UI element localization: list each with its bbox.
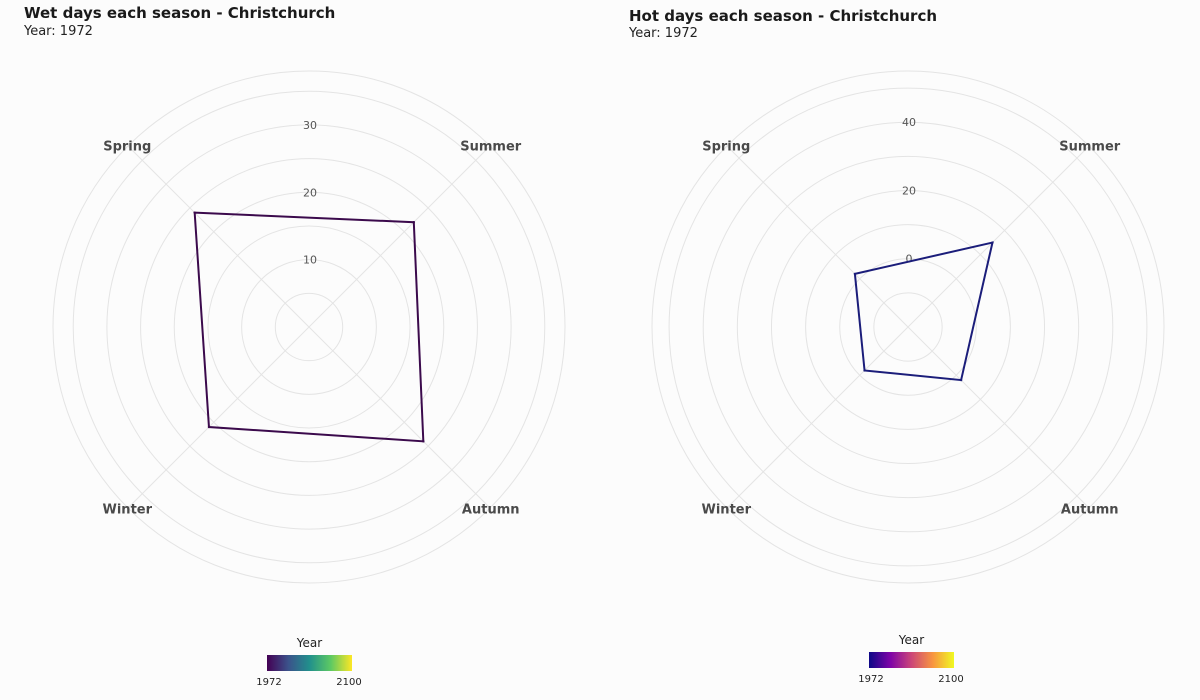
wet-spoke-autumn bbox=[308, 326, 491, 509]
wet-point-winter bbox=[207, 425, 211, 429]
hot-grid-outer-ring bbox=[651, 70, 1165, 584]
hot-category-label-winter: Winter bbox=[702, 503, 752, 518]
hot-spoke-winter bbox=[726, 326, 909, 509]
wet-grid-ring-6 bbox=[106, 124, 512, 530]
hot-grid-ring-7 bbox=[668, 87, 1148, 567]
hot-spoke-spring bbox=[726, 145, 909, 328]
wet-tick-label-2: 30 bbox=[303, 119, 317, 132]
hot-point-winter bbox=[863, 369, 866, 372]
wet-category-label-summer: Summer bbox=[460, 139, 522, 154]
wet-category-label-autumn: Autumn bbox=[462, 503, 520, 518]
hot-legend-max-label: 2100 bbox=[938, 674, 963, 685]
wet-spoke-spring bbox=[127, 145, 310, 328]
wet-grid-ring-3 bbox=[207, 225, 411, 429]
wet-point-summer bbox=[412, 220, 416, 224]
hot-grid-ring-4 bbox=[770, 189, 1046, 465]
wet-point-spring bbox=[193, 211, 196, 214]
hot-spoke-summer bbox=[907, 145, 1090, 328]
hot-point-autumn bbox=[959, 378, 963, 382]
wet-chart-subtitle: Year: 1972 bbox=[24, 24, 93, 39]
hot-tick-label-0: 0 bbox=[906, 253, 913, 266]
hot-grid-ring-1 bbox=[873, 292, 943, 362]
wet-category-label-winter: Winter bbox=[103, 503, 153, 518]
wet-legend-min-label: 1972 bbox=[256, 677, 281, 688]
wet-point-autumn bbox=[422, 440, 425, 443]
hot-spoke-autumn bbox=[907, 326, 1090, 509]
hot-point-spring bbox=[853, 272, 857, 276]
wet-category-label-spring: Spring bbox=[103, 139, 151, 154]
hot-grid-ring-5 bbox=[736, 155, 1080, 499]
hot-category-label-spring: Spring bbox=[702, 139, 750, 154]
wet-tick-label-1: 20 bbox=[303, 186, 317, 199]
hot-point-summer bbox=[991, 241, 994, 244]
wet-legend-colorbar bbox=[267, 655, 352, 671]
wet-grid-ring-2 bbox=[241, 259, 377, 395]
hot-chart-title: Hot days each season - Christchurch bbox=[629, 7, 938, 25]
wet-spoke-winter bbox=[127, 326, 310, 509]
hot-tick-label-2: 40 bbox=[902, 116, 916, 129]
hot-tick-label-1: 20 bbox=[902, 184, 916, 197]
hot-chart-subtitle: Year: 1972 bbox=[629, 26, 698, 41]
wet-grid-ring-5 bbox=[140, 158, 478, 496]
wet-spoke-summer bbox=[308, 145, 491, 328]
hot-legend-min-label: 1972 bbox=[858, 674, 883, 685]
wet-tick-label-0: 10 bbox=[303, 254, 317, 267]
wet-chart-title: Wet days each season - Christchurch bbox=[24, 4, 336, 22]
hot-legend-colorbar bbox=[869, 652, 954, 668]
hot-grid-ring-6 bbox=[702, 121, 1114, 533]
hot-grid-ring-2 bbox=[839, 258, 977, 396]
wet-grid-outer-ring bbox=[52, 70, 566, 584]
hot-category-label-summer: Summer bbox=[1059, 139, 1121, 154]
wet-grid-ring-1 bbox=[274, 292, 344, 362]
hot-grid-ring-3 bbox=[805, 224, 1011, 430]
wet-grid-ring-4 bbox=[173, 191, 445, 463]
wet-legend-title: Year bbox=[296, 636, 322, 650]
wet-grid-ring-7 bbox=[72, 90, 546, 564]
hot-legend-title: Year bbox=[898, 633, 924, 647]
wet-legend-max-label: 2100 bbox=[336, 677, 361, 688]
hot-category-label-autumn: Autumn bbox=[1061, 503, 1119, 518]
